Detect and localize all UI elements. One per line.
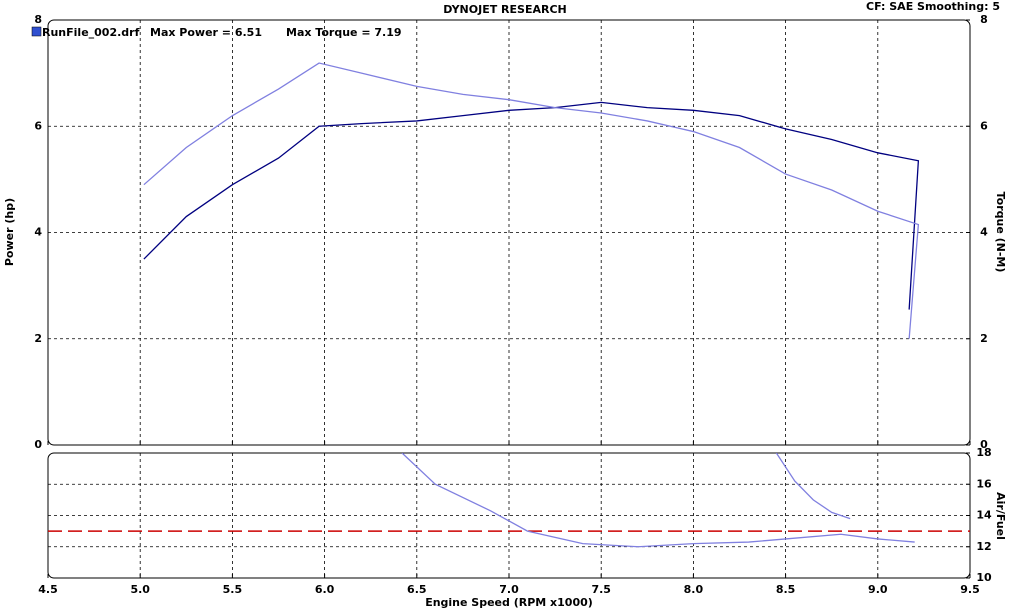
series-line (775, 453, 851, 520)
x-tick-label: 9.5 (960, 583, 980, 596)
y2-tick-label: 14 (976, 509, 992, 522)
x-tick-label: 4.5 (38, 583, 58, 596)
y2-tick-label: 16 (976, 477, 992, 490)
y-tick-label: 2 (34, 332, 42, 345)
x-tick-label: 8.5 (776, 583, 796, 596)
x-tick-label: 5.5 (223, 583, 243, 596)
y2-tick-label: 12 (976, 540, 991, 553)
y2-tick-label: 18 (976, 446, 991, 459)
x-tick-label: 5.0 (130, 583, 150, 596)
y2-axis-label: Torque (N-M) (994, 192, 1007, 273)
y2-tick-label: 0 (980, 438, 988, 451)
legend-swatch (31, 26, 42, 37)
x-tick-label: 7.5 (591, 583, 611, 596)
x-tick-label: 6.0 (315, 583, 335, 596)
x-tick-label: 7.0 (499, 583, 519, 596)
legend-text: RunFile_002.drf (42, 26, 140, 39)
y-tick-label: 0 (34, 438, 42, 451)
y-tick-label: 4 (34, 226, 42, 239)
series-line (143, 62, 920, 339)
y-axis-label: Power (hp) (3, 198, 16, 266)
x-tick-label: 6.5 (407, 583, 427, 596)
y-tick-label: 6 (34, 119, 42, 132)
y-tick-label: 8 (34, 13, 42, 26)
y2-tick-label: 2 (980, 332, 988, 345)
y2-axis-label: Air/Fuel (994, 492, 1007, 540)
x-tick-label: 9.0 (868, 583, 888, 596)
legend-text: Max Torque = 7.19 (286, 26, 402, 39)
y2-tick-label: 6 (980, 119, 988, 132)
y2-tick-label: 8 (980, 13, 988, 26)
chart-subtitle: CF: SAE Smoothing: 5 (866, 0, 1000, 13)
legend-text: Max Power = 6.51 (150, 26, 262, 39)
y2-tick-label: 4 (980, 226, 988, 239)
x-tick-label: 8.0 (684, 583, 704, 596)
y2-tick-label: 10 (976, 571, 992, 584)
chart-title: DYNOJET RESEARCH (443, 3, 566, 16)
x-axis-label: Engine Speed (RPM x1000) (425, 596, 593, 609)
series-line (401, 453, 915, 548)
